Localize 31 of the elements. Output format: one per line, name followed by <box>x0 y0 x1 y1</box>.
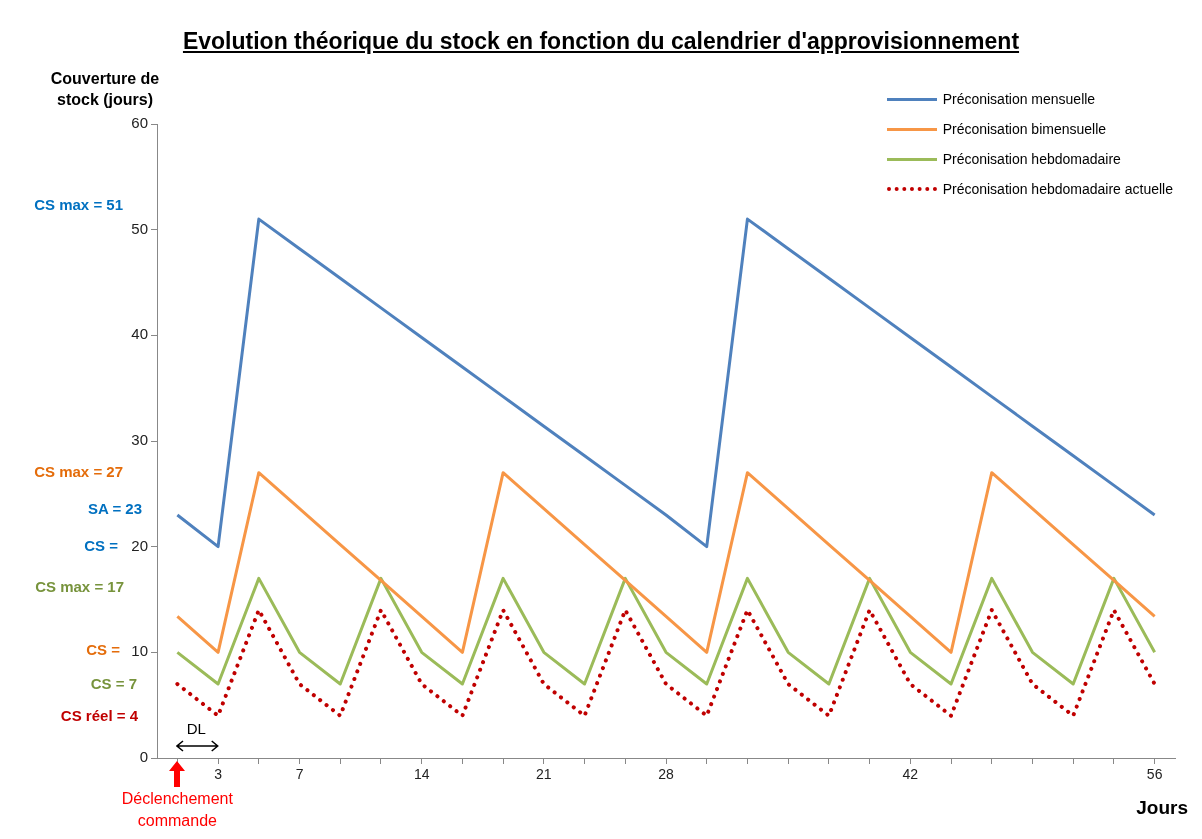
text: SA = 23 <box>87 500 142 517</box>
y-tick-label: 30 <box>131 431 148 449</box>
legend-label: Préconisation hebdomadaire actuelle <box>942 181 1173 197</box>
x-axis-title: Jours <box>1136 797 1188 819</box>
text: CS = <box>84 537 118 554</box>
annotation: DL <box>186 720 206 737</box>
text: CS max = 17 <box>35 578 124 595</box>
x-tick-label: 28 <box>658 766 674 783</box>
legend-label: Préconisation mensuelle <box>942 91 1096 107</box>
x-tick-label: 7 <box>295 766 304 783</box>
x-tick-label: 42 <box>902 766 919 783</box>
y-tick-label: 20 <box>131 536 148 554</box>
x-tick-label: 3 <box>214 766 223 783</box>
chart-title: Evolution théorique du stock en fonction du calendrier d'approvisionnement <box>182 28 1020 54</box>
y-axis-title: Couverture de stock (jours) <box>49 69 161 110</box>
y-tick-label: 60 <box>131 114 148 132</box>
x-tick-label: 56 <box>1146 766 1163 783</box>
text: CS max = 51 <box>34 196 123 213</box>
legend-label: Préconisation hebdomadaire <box>942 151 1121 167</box>
text: CS réel = 4 <box>60 707 138 724</box>
text: CS = <box>86 641 120 658</box>
y-tick-label: 40 <box>131 325 148 343</box>
text: Déclenchement commande <box>120 789 234 831</box>
x-tick-label: 21 <box>536 766 552 783</box>
y-tick-label: 0 <box>139 748 148 766</box>
y-tick-label: 10 <box>131 642 148 660</box>
text: CS = 7 <box>90 675 137 692</box>
legend-label: Préconisation bimensuelle <box>942 121 1107 137</box>
y-tick-label: 50 <box>131 219 148 237</box>
x-tick-label: 14 <box>413 766 430 783</box>
text: CS max = 27 <box>34 463 123 480</box>
